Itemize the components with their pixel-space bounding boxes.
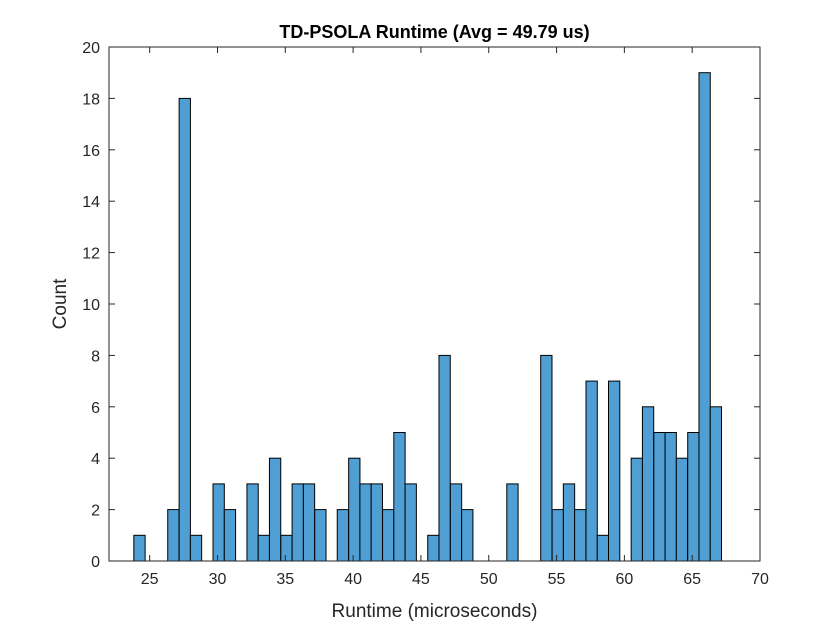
x-tick-label: 55 xyxy=(548,571,566,588)
y-tick-label: 18 xyxy=(82,91,100,108)
y-tick-label: 20 xyxy=(82,40,100,57)
histogram-bar xyxy=(370,483,383,562)
histogram-bar xyxy=(608,380,621,562)
histogram-bar xyxy=(291,483,304,562)
histogram-bar xyxy=(189,534,203,562)
y-tick-label: 12 xyxy=(82,246,100,263)
y-tick-label: 8 xyxy=(91,348,100,365)
histogram-bar xyxy=(427,534,440,562)
histogram-bar xyxy=(449,483,463,562)
histogram-bar xyxy=(540,354,553,562)
ticks-group: 25 30 35 40 45 50 55 60 65 70 0 2 4 6 8 10 12 14 16 18 20 xyxy=(82,40,769,588)
histogram-bar xyxy=(653,432,666,562)
chart-title: TD-PSOLA Runtime (Avg = 49.79 us) xyxy=(279,22,589,42)
histogram-bar xyxy=(246,483,259,562)
y-tick-label: 6 xyxy=(91,400,100,417)
histogram-bar xyxy=(506,483,519,562)
histogram-bar xyxy=(280,534,293,562)
bars-group xyxy=(133,72,723,562)
histogram-bar xyxy=(551,509,564,562)
histogram-bar xyxy=(687,432,700,562)
histogram-bar xyxy=(664,432,677,562)
histogram-bar xyxy=(574,509,587,562)
histogram-bar xyxy=(675,457,689,562)
histogram-bar xyxy=(709,406,723,562)
histogram-bar xyxy=(596,534,610,562)
y-tick-label: 16 xyxy=(82,143,100,160)
histogram-bar xyxy=(585,380,598,562)
histogram-bar xyxy=(268,457,282,562)
y-tick-label: 14 xyxy=(82,194,100,211)
x-tick-label: 45 xyxy=(412,571,430,588)
y-tick-label: 10 xyxy=(82,297,100,314)
x-tick-label: 35 xyxy=(276,571,294,588)
histogram-bar xyxy=(257,534,270,562)
x-tick-label: 25 xyxy=(141,571,159,588)
x-tick-label: 40 xyxy=(344,571,362,588)
histogram-bar xyxy=(630,457,643,562)
histogram-bar xyxy=(212,483,225,562)
histogram-bar xyxy=(404,483,417,562)
histogram-bar xyxy=(223,509,237,562)
x-axis-label: Runtime (microseconds) xyxy=(332,601,538,622)
histogram-bar xyxy=(133,534,146,562)
x-tick-label: 70 xyxy=(751,571,769,588)
histogram-bar xyxy=(562,483,576,562)
x-tick-label: 50 xyxy=(480,571,498,588)
y-tick-label: 0 xyxy=(91,554,100,571)
x-tick-label: 60 xyxy=(615,571,633,588)
histogram-bar xyxy=(314,509,327,562)
histogram-bar xyxy=(302,483,316,562)
y-axis-label: Count xyxy=(50,278,71,329)
histogram-bar xyxy=(336,509,350,562)
histogram-bar xyxy=(698,72,711,562)
histogram-bar xyxy=(348,457,361,562)
histogram-bar xyxy=(438,354,451,562)
axes-box xyxy=(108,46,761,562)
y-tick-label: 4 xyxy=(91,451,100,468)
histogram-bar xyxy=(167,509,180,562)
histogram-bar xyxy=(393,432,406,562)
histogram-bar xyxy=(382,509,395,562)
y-tick-label: 2 xyxy=(91,503,100,520)
histogram-bar xyxy=(359,483,372,562)
x-tick-label: 30 xyxy=(209,571,227,588)
histogram-bar xyxy=(178,97,191,562)
x-tick-label: 65 xyxy=(683,571,701,588)
histogram-bar xyxy=(461,509,474,562)
histogram-bar xyxy=(641,406,655,562)
